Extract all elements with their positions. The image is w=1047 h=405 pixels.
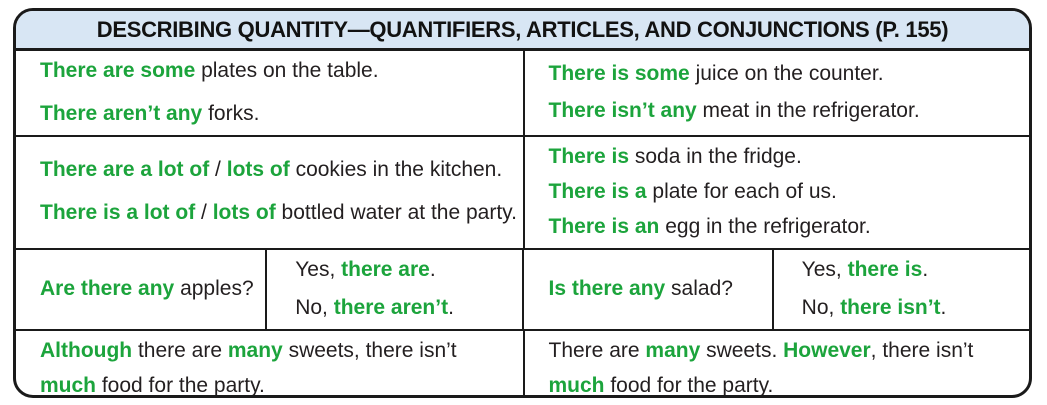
cell-plural-some-any: There are some plates on the table. Ther…: [16, 51, 523, 135]
example-sentence: There are many sweets. However, there is…: [549, 337, 1020, 366]
grammar-chart-card: DESCRIBING QUANTITY—QUANTIFIERS, ARTICLE…: [13, 8, 1032, 398]
plain-text: sweets.: [700, 338, 784, 362]
highlighted-text: There is some: [548, 61, 690, 85]
highlighted-text: There is: [548, 144, 630, 168]
example-sentence: There is a plate for each of us.: [549, 178, 1020, 207]
cell-noncount-some-any: There is some juice on the counter. Ther…: [522, 51, 1030, 135]
highlighted-text: There is a lot of: [40, 201, 196, 225]
highlighted-text: many: [227, 338, 283, 362]
highlighted-text: There is an: [548, 214, 660, 238]
cell-question-plural: Are there any apples?: [16, 250, 265, 329]
plain-text: juice on the counter.: [689, 61, 884, 85]
highlighted-text: Although: [40, 338, 133, 362]
highlighted-text: Is there any: [548, 276, 666, 300]
highlighted-text: lots of: [226, 158, 290, 182]
highlighted-text: much: [548, 373, 605, 397]
example-sentence: Although there are many sweets, there is…: [40, 337, 513, 366]
answer-sentence: Yes, there are.: [295, 256, 512, 285]
highlighted-text: However: [783, 338, 871, 362]
cell-although: Although there are many sweets, there is…: [16, 331, 523, 397]
highlighted-text: there isn’t: [840, 295, 941, 319]
cell-answer-plural: Yes, there are. No, there aren’t.: [265, 249, 522, 329]
highlighted-text: There isn’t any: [548, 99, 697, 123]
plain-text: forks.: [202, 101, 260, 125]
plain-text: No,: [295, 295, 334, 319]
highlighted-text: There are a lot of: [40, 158, 210, 182]
plain-text: cookies in the kitchen.: [289, 158, 503, 182]
chart-body: There are some plates on the table. Ther…: [16, 51, 1030, 397]
plain-text: food for the party.: [96, 373, 265, 397]
row-some-any: There are some plates on the table. Ther…: [16, 51, 1029, 135]
highlighted-text: Are there any: [40, 276, 175, 300]
plain-text: .: [922, 257, 929, 281]
example-sentence: There is an egg in the refrigerator.: [549, 213, 1020, 242]
highlighted-text: There is a: [548, 179, 647, 203]
answer-sentence: No, there isn’t.: [802, 294, 1019, 323]
plain-text: No,: [801, 295, 841, 319]
cell-a-lot-of: There are a lot of / lots of cookies in …: [16, 137, 523, 248]
plain-text: soda in the fridge.: [629, 144, 802, 168]
question-sentence: Are there any apples?: [40, 275, 255, 304]
plain-text: .: [940, 295, 947, 319]
plain-text: salad?: [665, 276, 733, 300]
plain-text: there are: [132, 338, 228, 362]
question-sentence: Is there any salad?: [548, 275, 761, 304]
plain-text: /: [209, 158, 227, 182]
chart-title: DESCRIBING QUANTITY—QUANTIFIERS, ARTICLE…: [96, 16, 949, 42]
highlighted-text: many: [645, 338, 701, 362]
plain-text: food for the party.: [604, 373, 774, 397]
chart-header: DESCRIBING QUANTITY—QUANTIFIERS, ARTICLE…: [16, 11, 1029, 51]
highlighted-text: There are some: [40, 59, 196, 82]
example-sentence: There is soda in the fridge.: [549, 143, 1020, 172]
plain-text: bottled water at the party.: [275, 201, 517, 225]
row-questions-answers: Are there any apples? Yes, there are. No…: [16, 247, 1029, 329]
highlighted-text: there is: [847, 257, 923, 281]
cell-however: There are many sweets. However, there is…: [522, 330, 1030, 397]
plain-text: Yes,: [295, 257, 342, 281]
example-sentence: much food for the party.: [548, 372, 1020, 397]
row-conjunctions: Although there are many sweets, there is…: [16, 328, 1030, 397]
highlighted-text: there aren’t: [333, 295, 449, 319]
highlighted-text: lots of: [212, 201, 276, 225]
plain-text: There are: [548, 338, 646, 362]
highlighted-text: There aren’t any: [40, 101, 203, 125]
highlighted-text: much: [40, 373, 97, 397]
example-sentence: There is some juice on the counter.: [549, 60, 1020, 89]
cell-articles: There is soda in the fridge. There is a …: [522, 136, 1030, 248]
example-sentence: There aren’t any forks.: [40, 100, 513, 129]
answer-sentence: No, there aren’t.: [295, 294, 512, 323]
plain-text: , there isn’t: [870, 338, 974, 362]
plain-text: sweets, there isn’t: [282, 338, 457, 362]
row-alotof-articles: There are a lot of / lots of cookies in …: [16, 134, 1030, 248]
example-sentence: There are a lot of / lots of cookies in …: [40, 156, 513, 185]
highlighted-text: there are: [341, 257, 430, 281]
example-sentence: There are some plates on the table.: [40, 57, 513, 86]
example-sentence: much food for the party.: [40, 372, 513, 397]
plain-text: meat in the refrigerator.: [696, 99, 920, 123]
example-sentence: There is a lot of / lots of bottled wate…: [40, 199, 517, 228]
plain-text: egg in the refrigerator.: [659, 214, 871, 238]
plain-text: .: [429, 257, 436, 281]
plain-text: apples?: [174, 276, 254, 300]
cell-question-noncount: Is there any salad?: [522, 249, 771, 329]
plain-text: plate for each of us.: [646, 179, 837, 203]
plain-text: Yes,: [801, 257, 848, 281]
example-sentence: There isn’t any meat in the refrigerator…: [549, 97, 1020, 126]
cell-answer-noncount: Yes, there is. No, there isn’t.: [771, 249, 1029, 329]
answer-sentence: Yes, there is.: [802, 256, 1019, 285]
plain-text: plates on the table.: [195, 59, 379, 82]
plain-text: /: [195, 201, 213, 225]
plain-text: .: [448, 295, 454, 319]
